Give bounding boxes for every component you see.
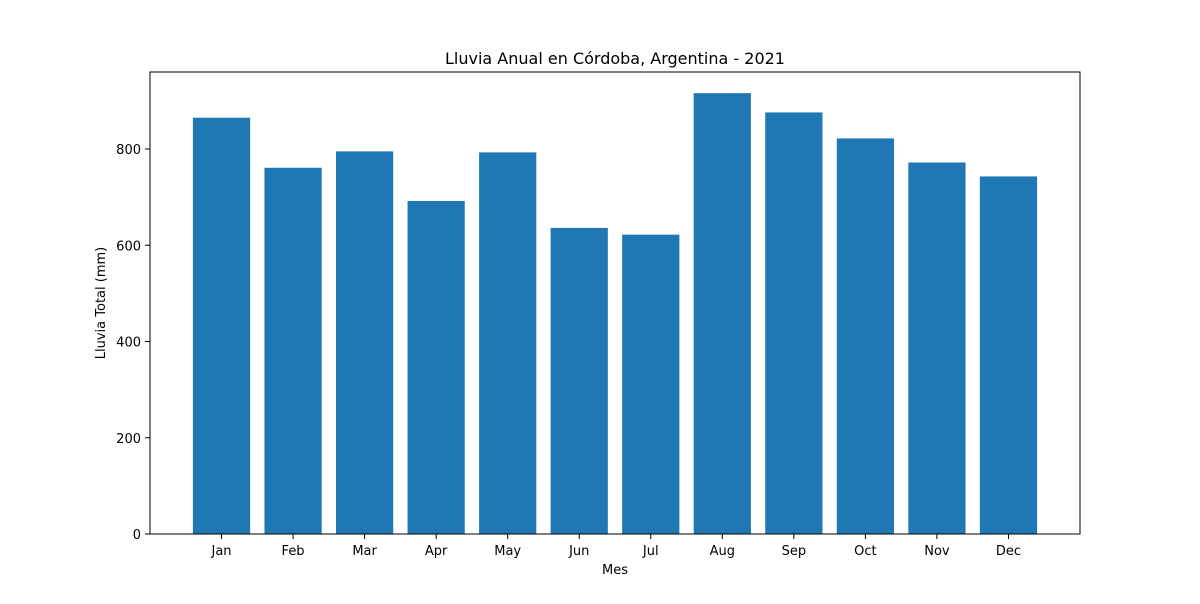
x-tick-label: Jan	[211, 544, 232, 559]
x-tick-label: Jul	[642, 544, 659, 559]
y-tick-label: 400	[116, 336, 141, 351]
bar-may	[479, 152, 537, 534]
bar-apr	[407, 200, 465, 535]
bar-oct	[836, 138, 894, 534]
x-tick-label: Mar	[352, 544, 377, 559]
bar-mar	[336, 151, 394, 534]
y-tick-label: 600	[116, 239, 141, 254]
bar-jun	[550, 227, 608, 534]
x-tick-label: Sep	[782, 544, 807, 559]
bar-jan	[192, 117, 251, 534]
y-tick-label: 800	[116, 143, 141, 158]
y-tick-label: 0	[133, 528, 141, 543]
bar-aug	[693, 93, 751, 535]
y-axis-label: Lluvia Total (mm)	[94, 247, 109, 359]
x-tick-label: May	[494, 544, 521, 559]
plot-frame	[149, 71, 1081, 535]
bars-group	[192, 93, 1038, 535]
y-tick-label: 200	[116, 432, 141, 447]
bar-nov	[908, 162, 966, 534]
x-tick-label: Apr	[425, 544, 448, 559]
bar-sep	[765, 112, 823, 535]
x-tick-label: Dec	[996, 544, 1021, 559]
y-axis-ticks: 0 200 400 600 800	[116, 143, 150, 543]
bar-feb	[264, 167, 322, 534]
x-tick-label: Oct	[854, 544, 876, 559]
x-tick-label: Aug	[710, 544, 735, 559]
bar-dec	[979, 176, 1038, 534]
chart-title: Lluvia Anual en Córdoba, Argentina - 202…	[445, 49, 785, 68]
x-tick-label: Nov	[924, 544, 950, 559]
x-tick-label: Feb	[282, 544, 305, 559]
bar-jul	[622, 234, 680, 534]
x-axis-label: Mes	[602, 563, 628, 578]
x-axis-ticks: Jan Feb Mar Apr May Jun Jul Aug Sep Oct Nov Dec	[211, 534, 1021, 559]
x-tick-label: Jun	[568, 544, 589, 559]
